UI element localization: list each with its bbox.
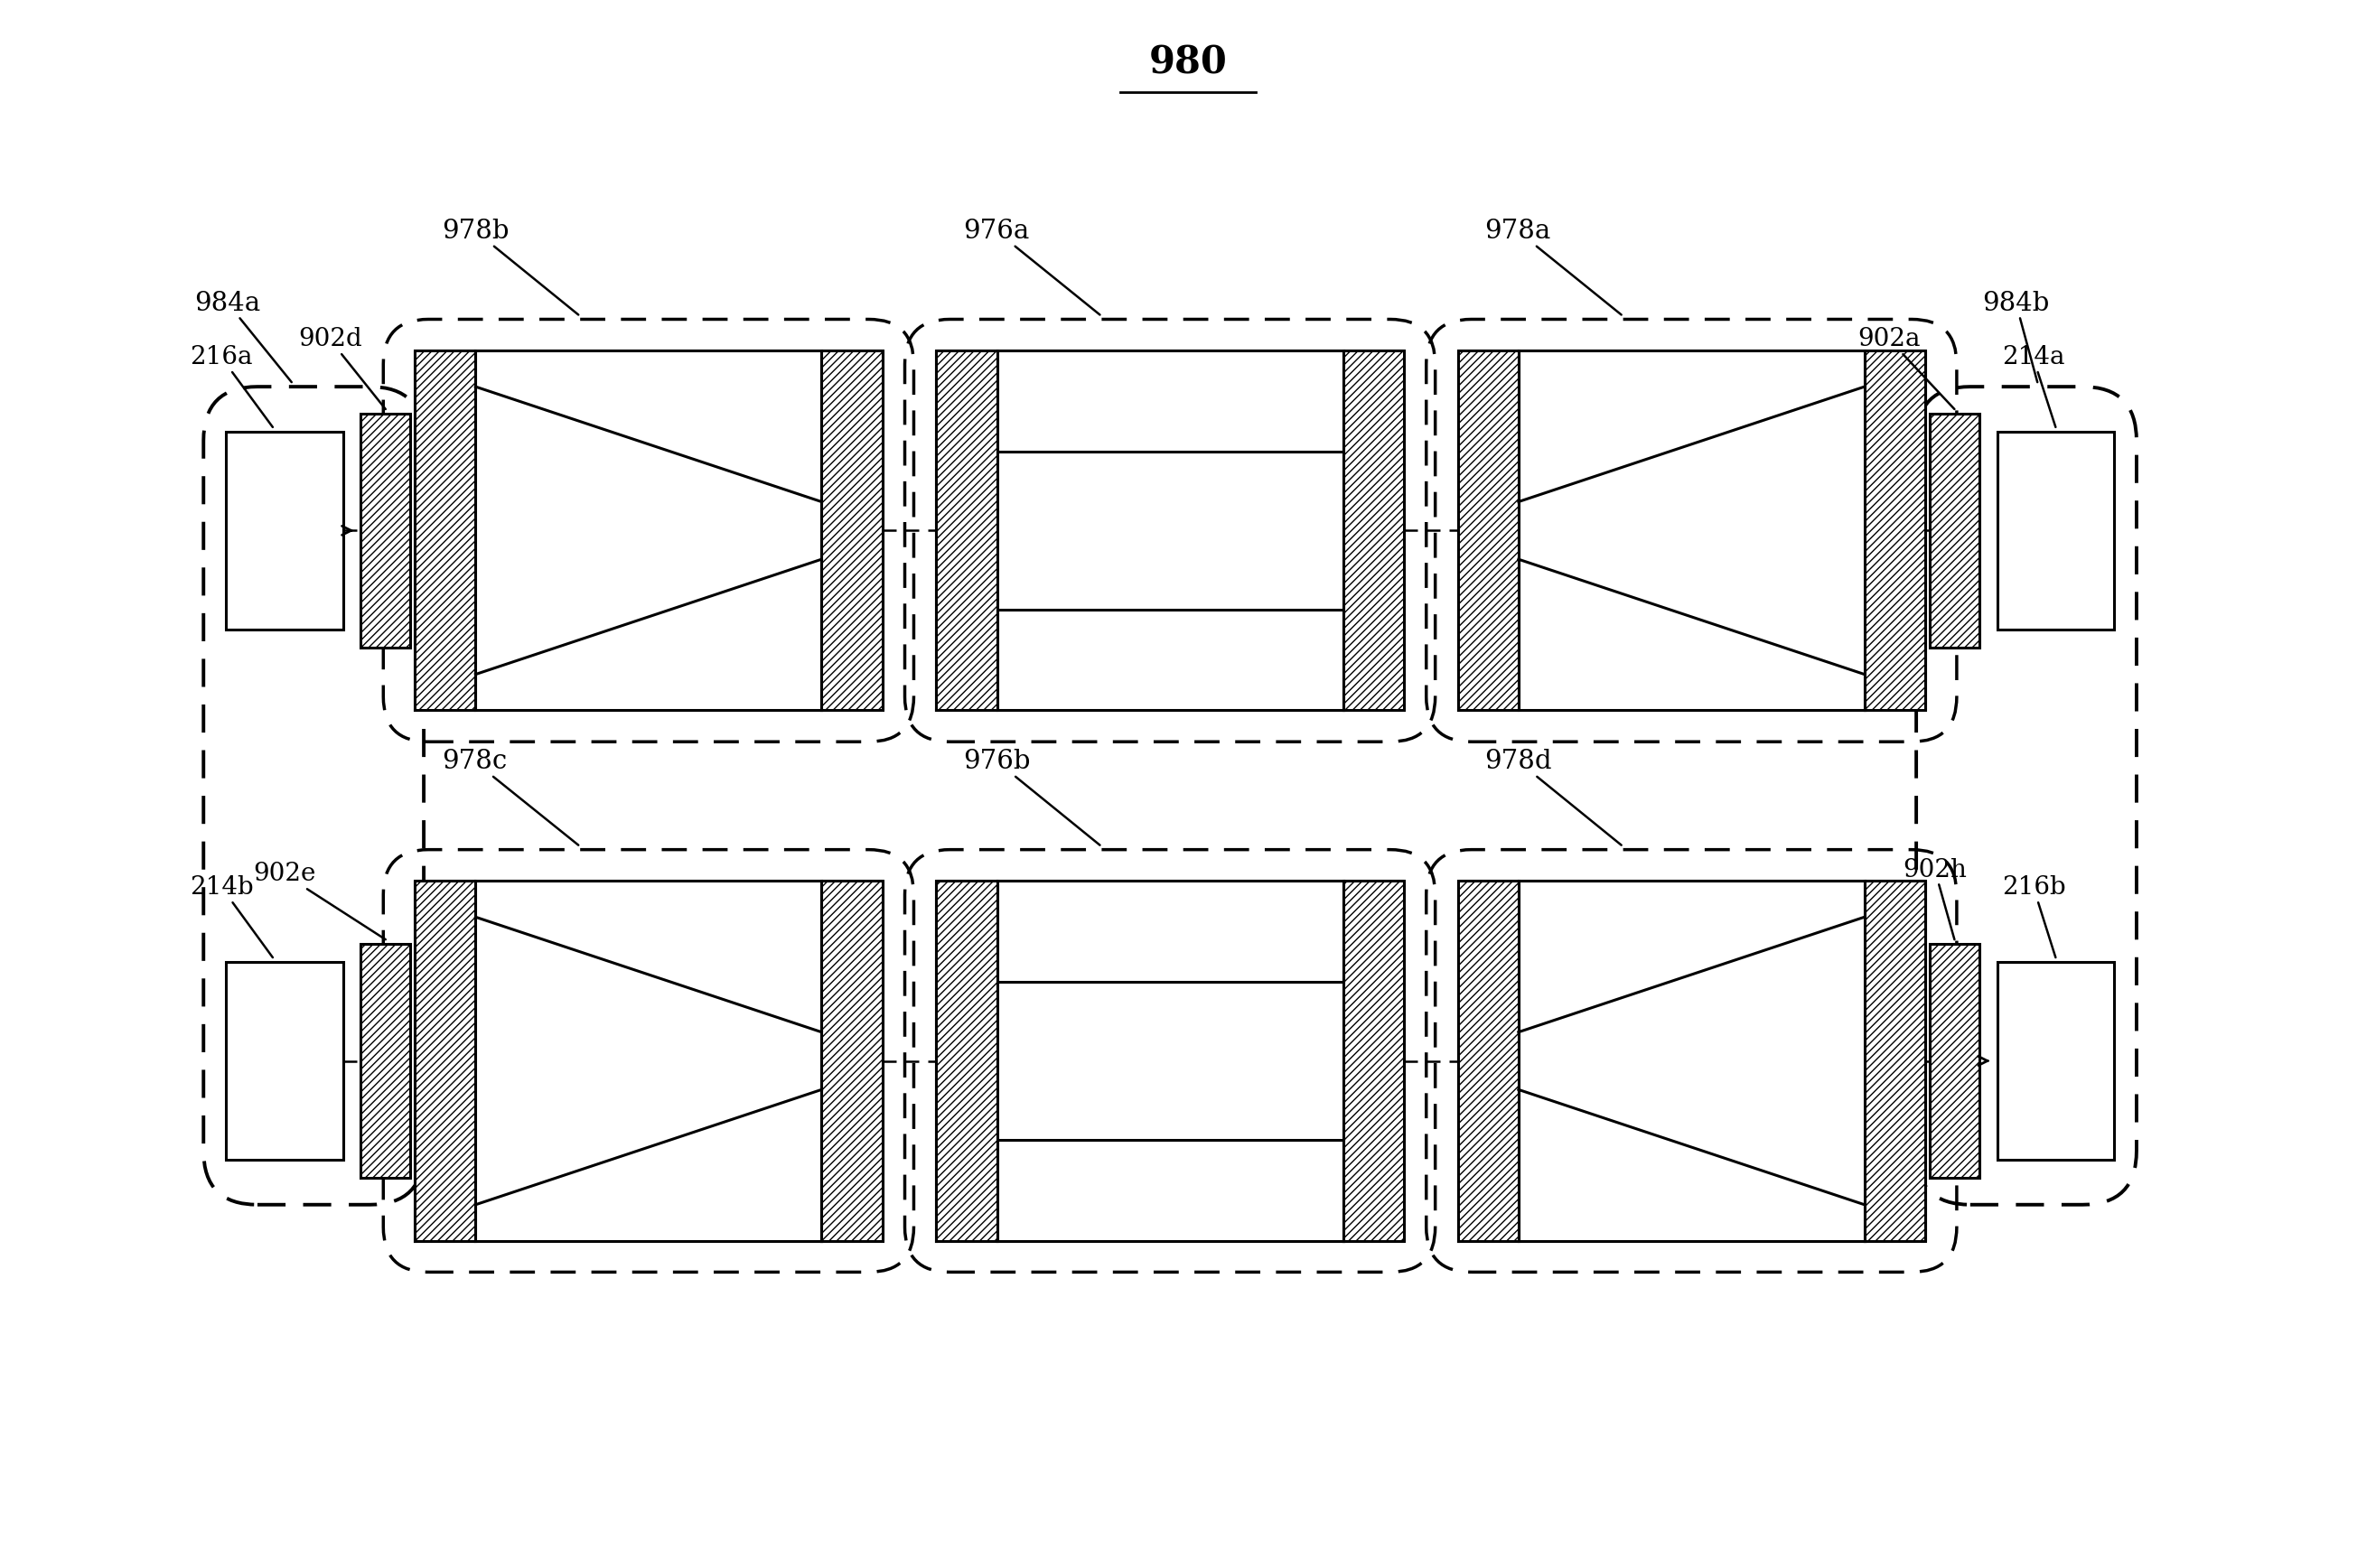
Text: 984b: 984b xyxy=(1982,290,2050,383)
Text: 980: 980 xyxy=(1148,44,1228,82)
Polygon shape xyxy=(998,351,1342,452)
Bar xyxy=(1459,881,1925,1240)
Text: 902d: 902d xyxy=(297,328,385,409)
Text: 902e: 902e xyxy=(252,862,385,939)
Bar xyxy=(936,351,998,710)
Polygon shape xyxy=(998,610,1342,710)
Polygon shape xyxy=(998,1140,1342,1240)
Polygon shape xyxy=(475,881,822,1032)
Text: 902a: 902a xyxy=(1858,328,1955,409)
Bar xyxy=(226,431,342,629)
Polygon shape xyxy=(998,881,1342,982)
Text: 976b: 976b xyxy=(962,750,1100,845)
Text: 978a: 978a xyxy=(1485,218,1620,315)
Bar xyxy=(1865,351,1925,710)
Bar xyxy=(1998,431,2115,629)
Polygon shape xyxy=(998,982,1342,1140)
Bar xyxy=(361,414,411,648)
Bar xyxy=(1929,414,1979,648)
Bar xyxy=(226,963,342,1160)
Text: 214a: 214a xyxy=(2001,345,2065,426)
Bar xyxy=(1929,944,1979,1178)
Polygon shape xyxy=(998,452,1342,610)
Bar xyxy=(936,881,998,1240)
Bar xyxy=(1459,351,1518,710)
Bar xyxy=(416,351,881,710)
Text: 216a: 216a xyxy=(190,345,273,426)
Polygon shape xyxy=(475,917,822,1204)
Text: 216b: 216b xyxy=(2001,875,2065,958)
Polygon shape xyxy=(1518,351,1865,502)
Bar xyxy=(416,351,475,710)
Bar xyxy=(1342,881,1404,1240)
Text: 902h: 902h xyxy=(1903,858,1967,939)
Polygon shape xyxy=(1518,560,1865,710)
Polygon shape xyxy=(475,560,822,710)
Polygon shape xyxy=(475,387,822,674)
Polygon shape xyxy=(1518,917,1865,1204)
Polygon shape xyxy=(1518,1090,1865,1240)
Bar xyxy=(936,881,1404,1240)
Polygon shape xyxy=(475,1090,822,1240)
Bar xyxy=(1459,351,1925,710)
Bar xyxy=(1459,881,1518,1240)
Bar xyxy=(1342,351,1404,710)
Text: 214b: 214b xyxy=(190,875,273,958)
Polygon shape xyxy=(1518,881,1865,1032)
Bar xyxy=(822,881,881,1240)
Bar xyxy=(361,944,411,1178)
Text: 978d: 978d xyxy=(1485,750,1620,845)
Bar xyxy=(416,881,881,1240)
Bar xyxy=(936,351,1404,710)
Text: 978b: 978b xyxy=(442,218,577,315)
Bar xyxy=(1998,963,2115,1160)
Text: 984a: 984a xyxy=(195,290,292,383)
Polygon shape xyxy=(475,351,822,502)
Bar xyxy=(1865,881,1925,1240)
Text: 978c: 978c xyxy=(442,750,577,845)
Polygon shape xyxy=(1518,387,1865,674)
Bar xyxy=(822,351,881,710)
Bar xyxy=(416,881,475,1240)
Text: 976a: 976a xyxy=(962,218,1100,315)
